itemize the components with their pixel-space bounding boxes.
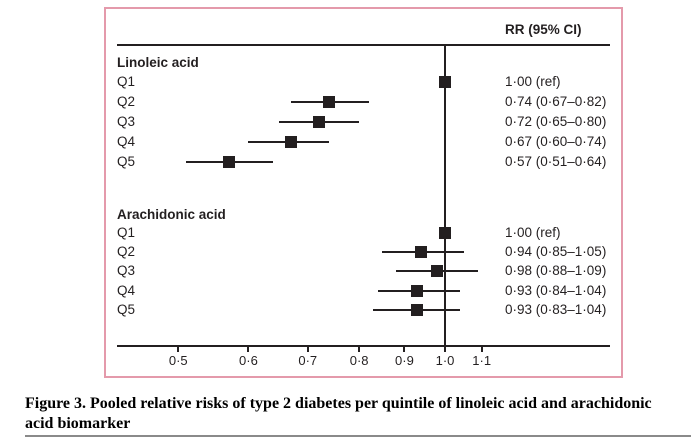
page-divider-line <box>25 435 691 437</box>
rr-point-marker <box>222 156 235 168</box>
rr-ci-value: 0·98 (0·88–1·09) <box>505 263 607 279</box>
quintile-label: Q5 <box>117 301 136 317</box>
x-axis-tick <box>247 345 250 352</box>
rr-ci-value: 0·93 (0·83–1·04) <box>505 301 607 317</box>
group-label: Arachidonic acid <box>117 207 226 222</box>
x-axis-line <box>117 345 610 347</box>
x-axis-tick <box>444 345 446 352</box>
x-axis-tick-label: 0·9 <box>395 353 414 368</box>
reference-line <box>444 44 446 347</box>
x-axis-tick-label: 0·8 <box>349 353 369 368</box>
rr-point-marker <box>323 96 336 108</box>
x-axis-tick-label: 1·1 <box>472 353 492 368</box>
quintile-label: Q4 <box>117 134 136 149</box>
group-label: Linoleic acid <box>117 55 199 70</box>
quintile-label: Q1 <box>117 225 136 240</box>
plot-border-box <box>104 7 623 378</box>
rr-point-marker <box>411 284 424 297</box>
quintile-label: Q1 <box>117 74 136 89</box>
rr-point-marker <box>312 116 325 128</box>
x-axis-tick-label: 0·7 <box>298 353 318 368</box>
x-axis-tick <box>177 345 180 352</box>
rr-ci-value: 0·67 (0·60–0·74) <box>505 134 607 149</box>
rr-ci-value: 0·74 (0·67–0·82) <box>505 94 607 109</box>
rr-ci-value: 0·94 (0·85–1·05) <box>505 244 607 260</box>
rr-ci-value: 0·72 (0·65–0·80) <box>505 114 607 129</box>
x-axis-tick <box>480 345 483 352</box>
x-axis-tick-label: 0·5 <box>168 353 188 368</box>
quintile-label: Q4 <box>117 282 136 298</box>
rr-point-marker <box>284 136 297 148</box>
header-rule <box>117 44 610 46</box>
x-axis-tick <box>306 345 309 352</box>
x-axis-tick-label: 1·0 <box>435 353 455 368</box>
rr-point-marker <box>415 246 428 259</box>
rr-point-marker <box>411 303 424 316</box>
quintile-label: Q3 <box>117 263 136 279</box>
quintile-label: Q5 <box>117 154 136 169</box>
rr-ci-value: 0·93 (0·84–1·04) <box>505 282 607 298</box>
rr-ci-value: 1·00 (ref) <box>505 74 561 89</box>
x-axis-tick <box>403 345 406 352</box>
quintile-label: Q3 <box>117 114 136 129</box>
x-axis-tick-label: 0·6 <box>239 353 258 368</box>
quintile-label: Q2 <box>117 244 136 260</box>
x-axis-tick <box>358 345 361 352</box>
rr-column-header: RR (95% CI) <box>505 22 582 37</box>
rr-ci-value: 0·57 (0·51–0·64) <box>505 154 607 169</box>
rr-ci-value: 1·00 (ref) <box>505 225 561 240</box>
figure-caption: Figure 3. Pooled relative risks of type … <box>25 395 652 432</box>
rr-point-marker <box>431 265 444 278</box>
rr-point-marker <box>439 227 451 239</box>
quintile-label: Q2 <box>117 94 136 109</box>
rr-point-marker <box>439 76 451 88</box>
